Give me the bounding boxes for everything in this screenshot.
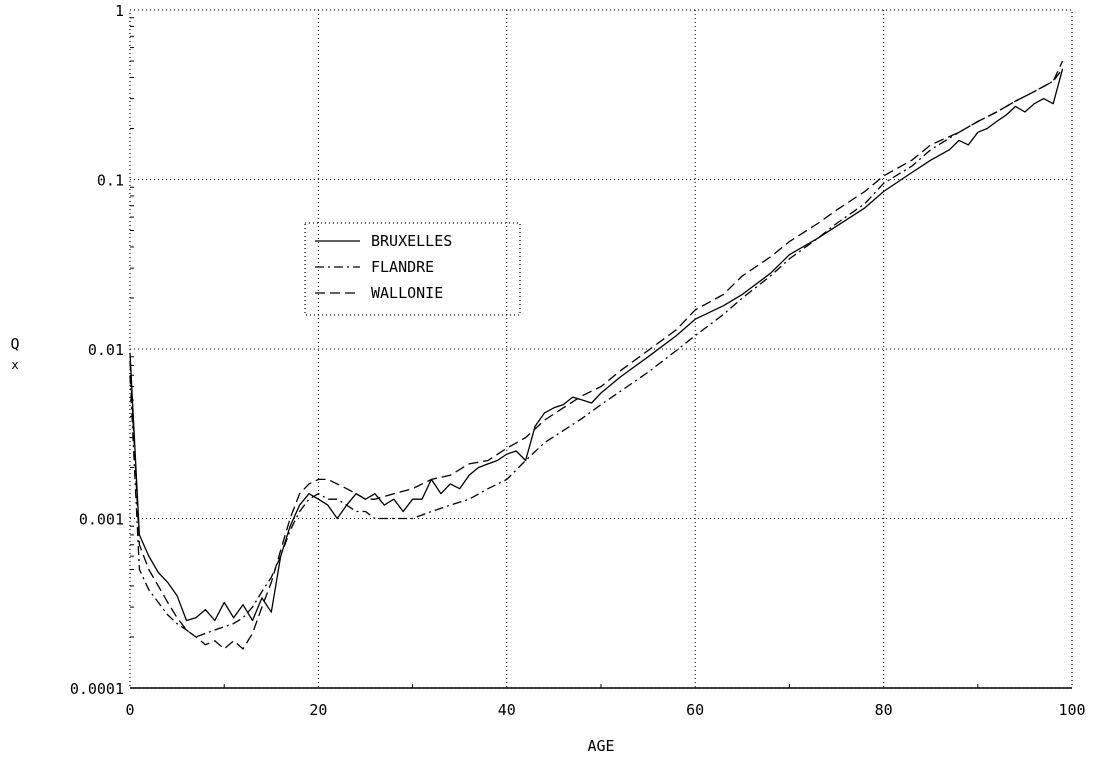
y-axis-title-main: Q [10,335,19,353]
y-tick-label: 1 [115,2,124,20]
y-axis-title-subscript: x [11,358,18,372]
legend-box [304,222,521,316]
legend-label: FLANDRE [371,258,434,276]
x-tick-label: 80 [875,701,893,719]
series-line-bruxelles [129,68,1064,622]
x-tick-label: 0 [125,701,134,719]
x-tick-label: 60 [686,701,704,719]
legend-label: WALLONIE [371,284,443,302]
legend: BRUXELLES FLANDRE WALLONIE [304,222,521,316]
series-line-flandre [129,68,1064,638]
series-layer [129,60,1064,650]
grid [130,10,1072,689]
legend-items: BRUXELLES FLANDRE WALLONIE [315,232,452,302]
y-tick-label: 0.001 [79,511,124,529]
plot-frame [129,9,1073,689]
y-tick-label: 0.1 [97,172,124,190]
y-tick-label: 0.01 [88,341,124,359]
series-line-wallonie [129,60,1064,650]
y-axis-ticks: 0.0001 0.001 0.01 0.1 1 [70,2,124,698]
x-axis-ticks: 0 20 40 60 80 100 [125,701,1085,719]
x-tick-label: 100 [1058,701,1085,719]
x-tick-label: 20 [309,701,327,719]
x-tick-label: 40 [498,701,516,719]
x-axis-title: AGE [587,737,614,755]
y-axis-title: Q x [10,335,19,372]
legend-label: BRUXELLES [371,232,452,250]
y-tick-label: 0.0001 [70,680,124,698]
